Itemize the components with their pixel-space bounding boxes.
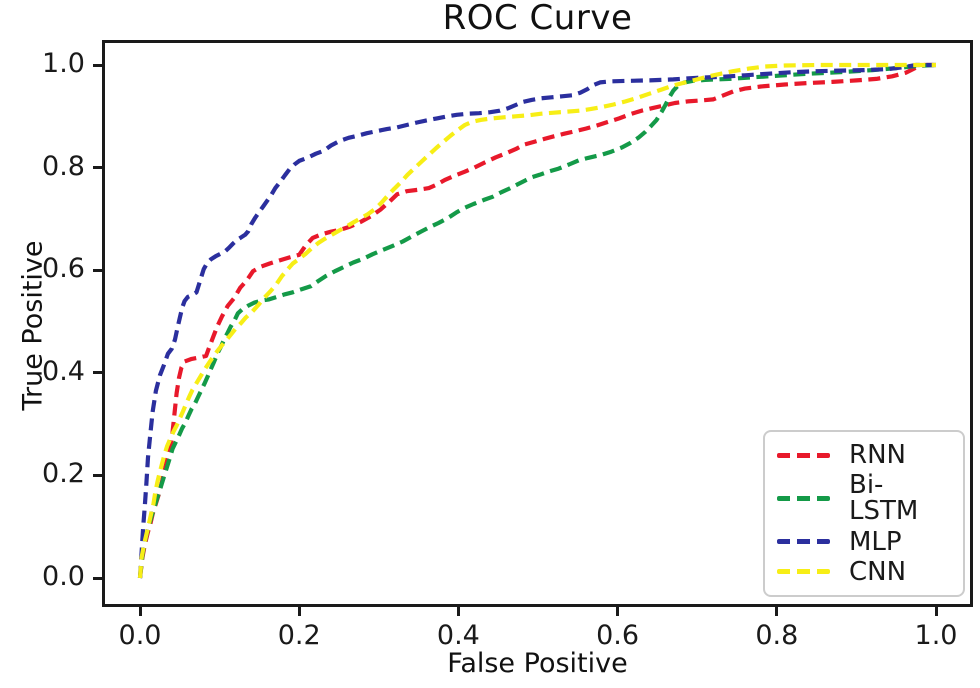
x-tick-label: 0.2 bbox=[277, 620, 321, 651]
x-tick-label: 0.6 bbox=[596, 620, 640, 651]
x-axis-label: False Positive bbox=[447, 648, 628, 679]
x-tick-mark bbox=[775, 607, 779, 616]
x-tick-mark bbox=[297, 607, 301, 616]
legend-item-rnn: RNN bbox=[777, 442, 951, 468]
y-tick-label: 0.0 bbox=[42, 561, 85, 592]
plot-border bbox=[102, 40, 973, 607]
x-tick-mark bbox=[934, 607, 938, 616]
y-tick-label: 1.0 bbox=[42, 48, 85, 79]
legend: RNN Bi-LSTM MLP CNN bbox=[763, 430, 965, 597]
x-tick-mark bbox=[616, 607, 620, 616]
series-curves bbox=[137, 62, 937, 579]
x-tick-label: 0.8 bbox=[755, 620, 799, 651]
legend-dash-sample-cnn bbox=[777, 569, 830, 575]
x-tick-mark bbox=[138, 607, 142, 616]
y-tick-mark bbox=[93, 473, 102, 477]
series-line-bi-lstm bbox=[137, 62, 937, 579]
legend-item-bi-lstm: Bi-LSTM bbox=[777, 472, 951, 524]
y-tick-mark bbox=[93, 166, 102, 170]
x-tick-label: 1.0 bbox=[914, 620, 958, 651]
x-tick-label: 0.4 bbox=[436, 620, 480, 651]
legend-dash-sample-rnn bbox=[777, 452, 830, 458]
y-tick-label: 0.6 bbox=[42, 253, 85, 285]
chart-title: ROC Curve bbox=[442, 0, 633, 38]
legend-dash-sample-bi-lstm bbox=[777, 495, 830, 501]
y-tick-label: 0.4 bbox=[42, 355, 85, 387]
x-tick-mark bbox=[456, 607, 460, 616]
y-tick-mark bbox=[93, 63, 102, 67]
legend-label: Bi-LSTM bbox=[849, 470, 919, 527]
legend-item-mlp: MLP bbox=[777, 529, 951, 555]
series-line-rnn bbox=[137, 62, 936, 579]
y-tick-mark bbox=[93, 576, 102, 580]
y-tick-mark bbox=[93, 268, 102, 272]
plot-area bbox=[102, 40, 973, 607]
series-line-cnn bbox=[137, 62, 936, 579]
x-tick-label: 0.0 bbox=[118, 620, 162, 651]
series-line-mlp bbox=[137, 62, 936, 579]
legend-dash-sample-mlp bbox=[777, 539, 830, 545]
legend-label: CNN bbox=[849, 556, 907, 587]
y-axis-label: True Positive bbox=[17, 240, 49, 411]
y-tick-mark bbox=[93, 371, 102, 375]
y-tick-label: 0.2 bbox=[42, 458, 85, 490]
legend-item-cnn: CNN bbox=[777, 559, 951, 585]
y-tick-label: 0.8 bbox=[42, 150, 85, 182]
legend-label: MLP bbox=[849, 526, 902, 557]
legend-label: RNN bbox=[849, 440, 906, 471]
